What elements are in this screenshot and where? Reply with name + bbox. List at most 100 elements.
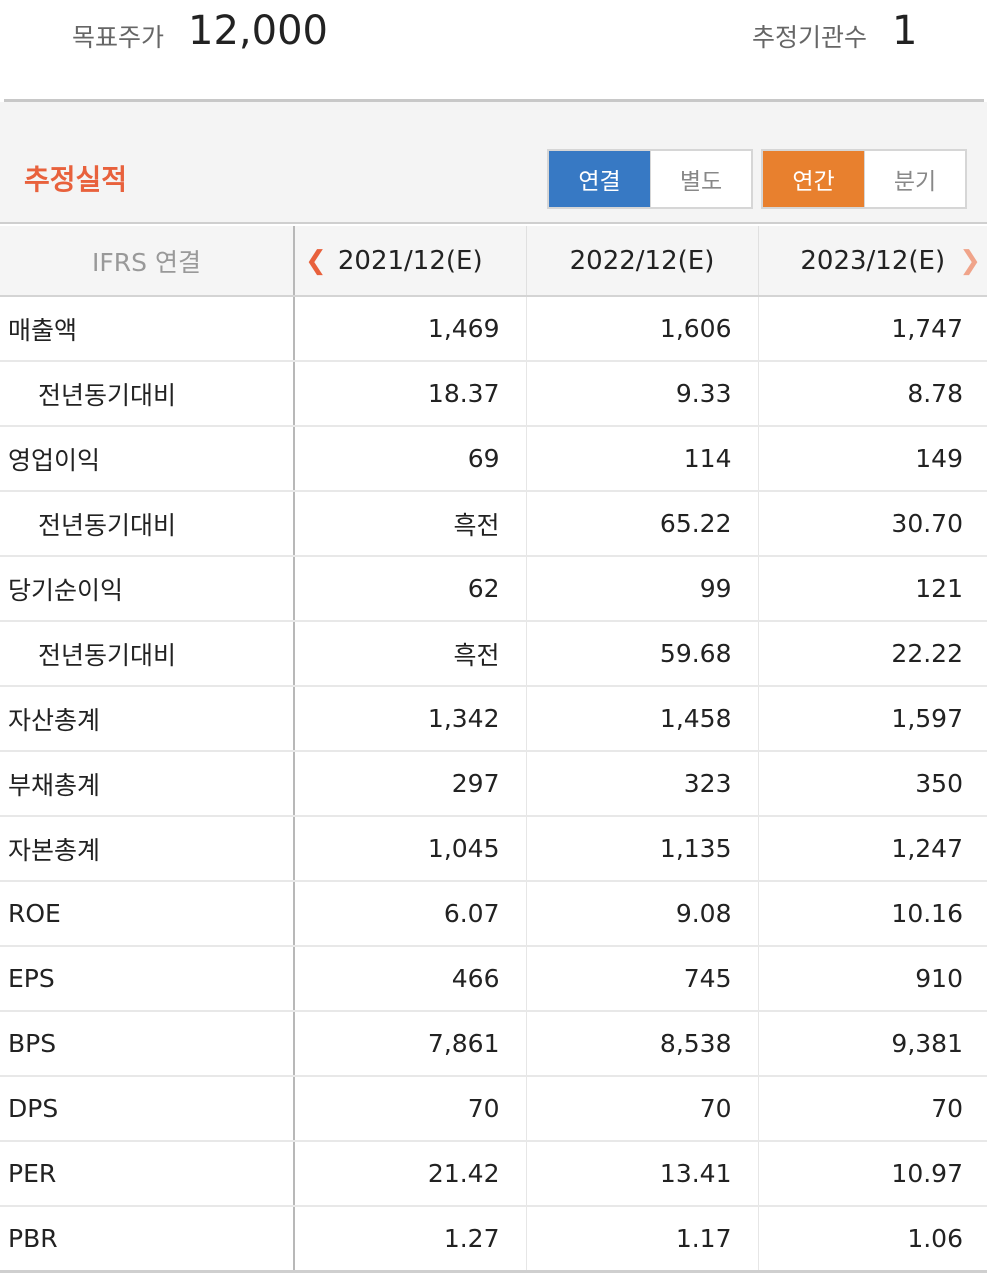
row-label: BPS <box>0 1011 295 1077</box>
table-cell: 323 <box>526 751 759 817</box>
row-label: PER <box>0 1141 295 1207</box>
summary-header: 목표주가 12,000 추정기관수 1 <box>0 0 987 100</box>
table-cell: 10.97 <box>758 1141 987 1207</box>
table-row: 전년동기대비 18.37 9.33 8.78 <box>0 361 987 427</box>
table-row: 부채총계 297 323 350 <box>0 751 987 817</box>
row-label: 부채총계 <box>0 751 295 817</box>
table-cell: 6.07 <box>294 881 527 947</box>
table-cell: 1,606 <box>526 296 759 362</box>
table-row: 전년동기대비 흑전 59.68 22.22 <box>0 621 987 687</box>
column-header-label: 2023/12(E) <box>800 245 946 276</box>
chevron-right-icon[interactable]: ❯ <box>959 246 981 276</box>
table-row: BPS 7,861 8,538 9,381 <box>0 1011 987 1077</box>
row-label: 전년동기대비 <box>0 491 295 557</box>
table-cell: 1,747 <box>758 296 987 362</box>
table-cell: 350 <box>758 751 987 817</box>
table-cell: 1,045 <box>294 816 527 882</box>
table-cell: 7,861 <box>294 1011 527 1077</box>
table-cell: 13.41 <box>526 1141 759 1207</box>
row-label: 전년동기대비 <box>0 621 295 687</box>
table-cell: 1,469 <box>294 296 527 362</box>
row-label: 자본총계 <box>0 816 295 882</box>
table-row: ROE 6.07 9.08 10.16 <box>0 881 987 947</box>
table-cell: 9,381 <box>758 1011 987 1077</box>
table-cell: 121 <box>758 556 987 622</box>
table-cell: 466 <box>294 946 527 1012</box>
row-label: DPS <box>0 1076 295 1142</box>
table-cell: 99 <box>526 556 759 622</box>
tab-annual[interactable]: 연간 <box>763 151 864 207</box>
table-cell: 59.68 <box>526 621 759 687</box>
table-cell: 69 <box>294 426 527 492</box>
table-row: EPS 466 745 910 <box>0 946 987 1012</box>
table-cell: 8,538 <box>526 1011 759 1077</box>
table-row: 전년동기대비 흑전 65.22 30.70 <box>0 491 987 557</box>
row-label: 영업이익 <box>0 426 295 492</box>
table-row: DPS 70 70 70 <box>0 1076 987 1142</box>
table-cell: 흑전 <box>294 491 527 557</box>
column-header-year: ❮ 2021/12(E) <box>294 226 527 297</box>
tab-consolidated[interactable]: 연결 <box>549 151 650 207</box>
table-row: 당기순이익 62 99 121 <box>0 556 987 622</box>
corner-label: IFRS 연결 <box>0 226 295 297</box>
table-cell: 114 <box>526 426 759 492</box>
column-header-year: 2022/12(E) <box>526 226 759 297</box>
row-label: 전년동기대비 <box>0 361 295 427</box>
institutions-count-label: 추정기관수 <box>752 23 868 52</box>
table-cell: 18.37 <box>294 361 527 427</box>
table-cell: 62 <box>294 556 527 622</box>
table-header-row: IFRS 연결 ❮ 2021/12(E) 2022/12(E) 2023/12(… <box>0 226 987 297</box>
table-cell: 297 <box>294 751 527 817</box>
table-cell: 21.42 <box>294 1141 527 1207</box>
table-row: PER 21.42 13.41 10.97 <box>0 1141 987 1207</box>
table-cell: 9.08 <box>526 881 759 947</box>
header-divider <box>4 99 984 102</box>
table-cell: 910 <box>758 946 987 1012</box>
table-cell: 745 <box>526 946 759 1012</box>
table-cell: 70 <box>758 1076 987 1142</box>
tab-separate[interactable]: 별도 <box>650 151 751 207</box>
column-header-label: 2021/12(E) <box>337 245 483 276</box>
row-label: 당기순이익 <box>0 556 295 622</box>
table-row: PBR 1.27 1.17 1.06 <box>0 1206 987 1273</box>
estimates-table: IFRS 연결 ❮ 2021/12(E) 2022/12(E) 2023/12(… <box>0 226 987 1273</box>
period-toggle: 연간 분기 <box>761 149 967 209</box>
table-cell: 10.16 <box>758 881 987 947</box>
table-cell: 1.27 <box>294 1206 527 1273</box>
table-cell: 9.33 <box>526 361 759 427</box>
section-title: 추정실적 <box>24 163 128 196</box>
table-cell: 1,458 <box>526 686 759 752</box>
tab-quarterly[interactable]: 분기 <box>864 151 965 207</box>
table-cell: 1.06 <box>758 1206 987 1273</box>
table-cell: 1.17 <box>526 1206 759 1273</box>
table-cell: 70 <box>526 1076 759 1142</box>
table-cell: 70 <box>294 1076 527 1142</box>
table-row: 자본총계 1,045 1,135 1,247 <box>0 816 987 882</box>
table-cell: 1,247 <box>758 816 987 882</box>
table-cell: 1,597 <box>758 686 987 752</box>
estimates-section-header: 추정실적 연결 별도 연간 분기 <box>0 102 987 224</box>
target-price-label: 목표주가 <box>72 23 165 52</box>
consolidation-toggle: 연결 별도 <box>547 149 753 209</box>
table-cell: 22.22 <box>758 621 987 687</box>
row-label: ROE <box>0 881 295 947</box>
table-cell: 1,342 <box>294 686 527 752</box>
column-header-year: 2023/12(E) ❯ <box>758 226 987 297</box>
table-cell: 65.22 <box>526 491 759 557</box>
target-price-value: 12,000 <box>188 8 328 54</box>
table-cell: 8.78 <box>758 361 987 427</box>
table-row: 매출액 1,469 1,606 1,747 <box>0 296 987 362</box>
column-header-label: 2022/12(E) <box>569 245 715 276</box>
institutions-count-value: 1 <box>892 8 918 54</box>
chevron-left-icon[interactable]: ❮ <box>305 246 327 276</box>
table-cell: 흑전 <box>294 621 527 687</box>
row-label: 자산총계 <box>0 686 295 752</box>
table-cell: 30.70 <box>758 491 987 557</box>
row-label: 매출액 <box>0 296 295 362</box>
table-cell: 149 <box>758 426 987 492</box>
table-row: 자산총계 1,342 1,458 1,597 <box>0 686 987 752</box>
row-label: PBR <box>0 1206 295 1273</box>
table-cell: 1,135 <box>526 816 759 882</box>
row-label: EPS <box>0 946 295 1012</box>
table-row: 영업이익 69 114 149 <box>0 426 987 492</box>
